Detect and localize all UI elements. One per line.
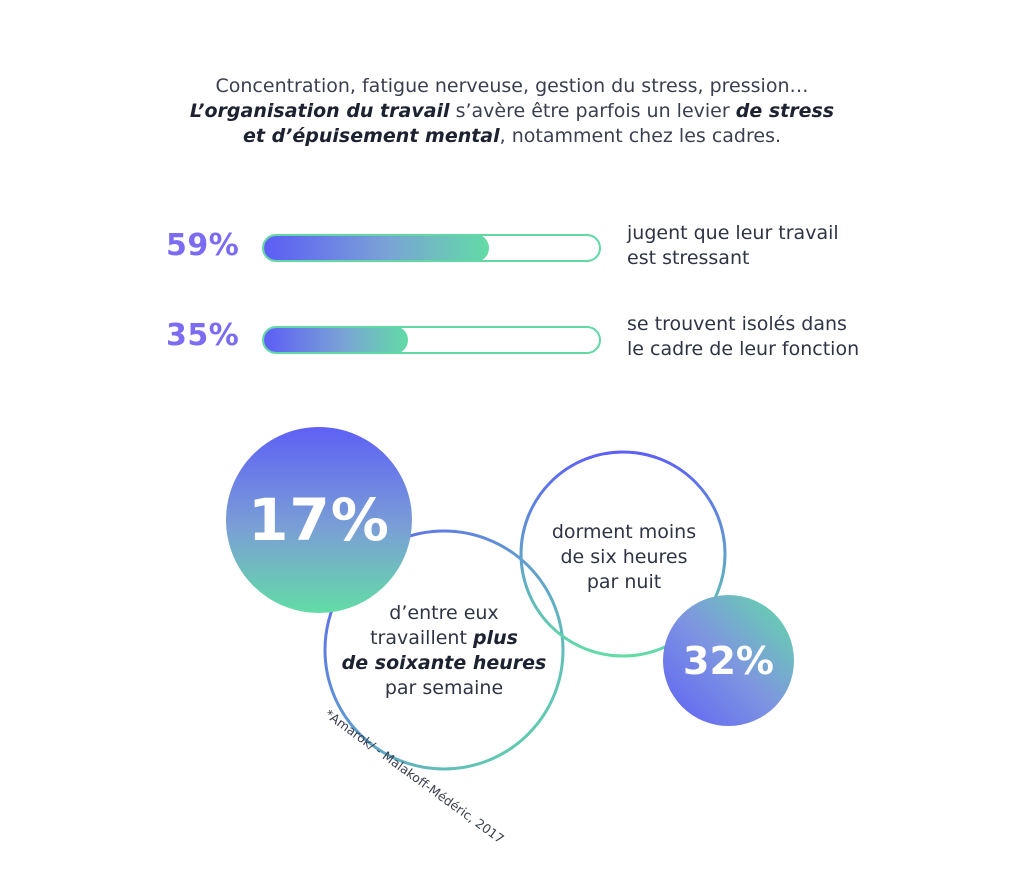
small-percent-value: 32% [683, 638, 774, 683]
big-percent-circle: 17% [226, 427, 412, 613]
ring-text-emphasis: plus [472, 627, 518, 649]
ring-small-text: dorment moins de six heures par nuit [522, 520, 726, 595]
stat-description-line: est stressant [627, 247, 750, 269]
intro-text: , notamment chez les cadres. [499, 125, 782, 147]
stat-description-line: le cadre de leur fonction [627, 338, 860, 360]
intro-emphasis-epuisement: et d’épuisement mental [242, 125, 500, 147]
source-note: *Amarok/ - Malakoff-Médéric, 2017 [322, 706, 507, 846]
stat-percent: 35% [166, 318, 240, 353]
intro-emphasis-organisation: L’organisation du travail [189, 100, 450, 122]
big-percent-value: 17% [248, 486, 390, 554]
intro-paragraph: Concentration, fatigue nerveuse, gestion… [112, 74, 912, 149]
ring-text-line: par nuit [586, 571, 662, 593]
stat-description-line: jugent que leur travail [627, 222, 839, 244]
ring-text-line: par semaine [384, 677, 504, 699]
ring-large-text: d’entre eux travaillent plus de soixante… [326, 601, 562, 701]
stat-description: se trouvent isolés dans le cadre de leur… [627, 312, 927, 362]
intro-line-3: et d’épuisement mental, notamment chez l… [112, 124, 912, 149]
stat-percent: 59% [166, 228, 240, 263]
intro-text: s’avère être parfois un levier [449, 100, 736, 122]
ring-text-line: travaillent plus [326, 626, 562, 651]
intro-line-1: Concentration, fatigue nerveuse, gestion… [215, 75, 809, 97]
stat-row-stress: 59% jugent que leur travail est stressan… [0, 220, 1024, 280]
stat-description: jugent que leur travail est stressant [627, 221, 927, 271]
ring-text-line: dorment moins [551, 521, 697, 543]
small-percent-circle: 32% [663, 595, 794, 726]
ring-text-line: d’entre eux [389, 602, 499, 624]
stat-row-isolation: 35% se trouvent isolés dans le cadre de … [0, 311, 1024, 371]
progress-bar-fill [264, 236, 489, 260]
intro-emphasis-stress: de stress [735, 100, 835, 122]
intro-line-2: L’organisation du travail s’avère être p… [112, 99, 912, 124]
progress-bar [262, 234, 601, 262]
stat-description-line: se trouvent isolés dans [627, 313, 847, 335]
ring-text-regular: travaillent [370, 627, 473, 649]
progress-bar-fill [264, 328, 408, 352]
progress-bar [262, 326, 601, 354]
ring-text-emphasis: de soixante heures [341, 652, 547, 674]
ring-text-line: de six heures [560, 546, 688, 568]
